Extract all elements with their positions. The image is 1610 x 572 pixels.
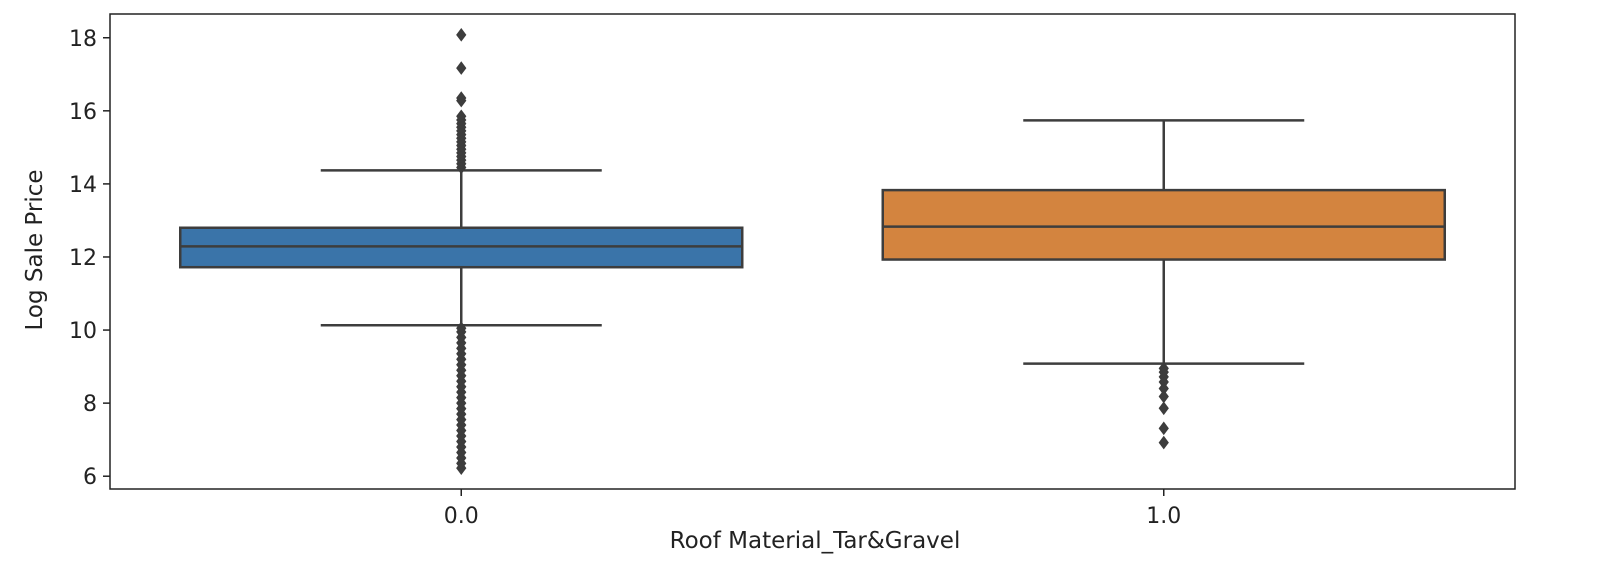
y-tick-label: 16	[69, 100, 97, 125]
outlier-point	[456, 91, 467, 105]
outlier-point	[456, 27, 467, 42]
y-tick-label: 14	[69, 173, 97, 198]
outlier-point	[1158, 401, 1169, 416]
plot-frame	[109, 13, 1516, 490]
outlier-point	[1158, 421, 1169, 436]
x-axis: 0.0 1.0	[444, 489, 1181, 529]
outlier-point	[1158, 389, 1169, 404]
box-group-0.0	[179, 27, 744, 476]
outlier-point	[456, 321, 467, 336]
y-tick-label: 18	[69, 27, 97, 52]
box-iqr	[881, 188, 1446, 261]
box-group-1.0	[881, 119, 1446, 450]
y-tick-label: 8	[83, 392, 97, 417]
plot-area	[109, 13, 1516, 490]
outlier-point	[456, 61, 467, 75]
outlier-point	[1158, 435, 1169, 450]
x-axis-label: Roof Material_Tar&Gravel	[670, 528, 961, 554]
y-axis: 6 8 10 12 14 16 18	[69, 27, 110, 490]
y-tick-label: 12	[69, 246, 97, 271]
y-tick-label: 10	[69, 319, 97, 344]
y-tick-label: 6	[83, 465, 97, 490]
y-axis-label: Log Sale Price	[22, 169, 48, 330]
x-tick-label: 1.0	[1146, 504, 1181, 529]
x-tick-label: 0.0	[444, 504, 479, 529]
outlier-point	[456, 109, 467, 124]
